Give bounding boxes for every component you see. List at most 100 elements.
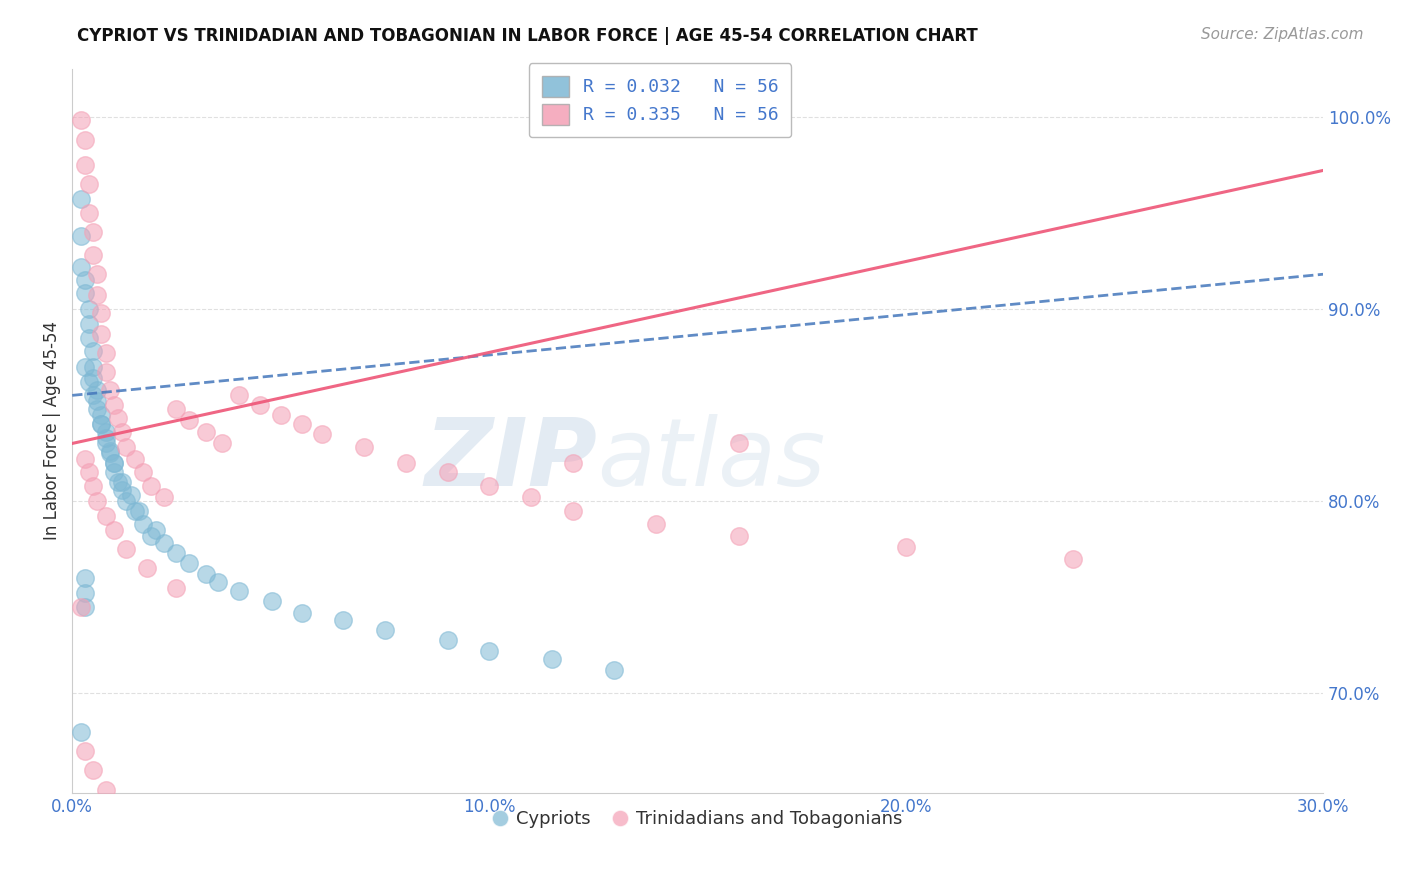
Point [207,574,229,589]
Point [90,408,112,422]
Point [166,546,188,560]
Point [98,383,121,397]
Point [98,446,121,460]
Point [115,440,138,454]
Point [728,436,751,450]
Point [145,523,167,537]
Point [136,561,159,575]
Point [69,724,91,739]
Point [478,479,501,493]
Point [77,301,100,316]
Point [94,509,117,524]
Point [82,371,104,385]
Point [98,444,121,458]
Point [262,594,284,608]
Text: atlas: atlas [598,415,825,506]
Point [603,663,626,677]
Point [77,331,100,345]
Point [228,584,250,599]
Point [90,417,112,432]
Point [90,326,112,341]
Point [194,425,217,439]
Point [82,388,104,402]
Point [103,465,125,479]
Point [177,556,200,570]
Point [77,375,100,389]
Point [94,365,117,379]
Point [90,417,112,432]
Point [132,517,155,532]
Point [82,225,104,239]
Point [90,306,112,320]
Point [153,490,176,504]
Point [166,401,188,416]
Point [86,401,108,416]
Point [69,228,91,243]
Point [249,398,271,412]
Point [115,542,138,557]
Point [69,260,91,274]
Point [111,483,134,497]
Point [73,158,96,172]
Point [86,394,108,409]
Point [82,359,104,374]
Point [69,192,91,206]
Point [290,606,312,620]
Point [94,346,117,360]
Point [128,504,150,518]
Point [82,479,104,493]
Point [141,529,163,543]
Point [77,205,100,219]
Point [77,465,100,479]
Point [177,413,200,427]
Point [194,567,217,582]
Point [86,494,108,508]
Point [73,571,96,585]
Point [124,504,146,518]
Point [107,411,129,425]
Point [73,133,96,147]
Point [1062,551,1084,566]
Point [94,436,117,450]
Point [86,288,108,302]
Point [436,632,458,647]
Point [69,599,91,614]
Point [353,440,375,454]
Point [540,652,562,666]
Point [141,479,163,493]
Point [395,456,418,470]
Point [94,431,117,445]
Point [561,456,583,470]
Text: ZIP: ZIP [425,414,598,506]
Point [645,517,668,532]
Point [166,581,188,595]
Point [94,425,117,439]
Point [103,456,125,470]
Point [73,273,96,287]
Point [290,417,312,432]
Point [73,359,96,374]
Point [103,523,125,537]
Point [311,426,333,441]
Point [211,436,233,450]
Point [332,613,354,627]
Point [73,586,96,600]
Point [82,344,104,359]
Point [86,267,108,281]
Point [478,644,501,658]
Point [436,465,458,479]
Point [82,248,104,262]
Point [124,451,146,466]
Point [73,599,96,614]
Point [111,475,134,489]
Legend: Cypriots, Trinidadians and Tobagonians: Cypriots, Trinidadians and Tobagonians [485,803,910,835]
Point [270,408,292,422]
Y-axis label: In Labor Force | Age 45-54: In Labor Force | Age 45-54 [44,321,60,541]
Point [86,383,108,397]
Point [73,286,96,301]
Point [153,536,176,550]
Point [73,744,96,758]
Point [77,317,100,331]
Point [228,388,250,402]
Text: CYPRIOT VS TRINIDADIAN AND TOBAGONIAN IN LABOR FORCE | AGE 45-54 CORRELATION CHA: CYPRIOT VS TRINIDADIAN AND TOBAGONIAN IN… [77,27,979,45]
